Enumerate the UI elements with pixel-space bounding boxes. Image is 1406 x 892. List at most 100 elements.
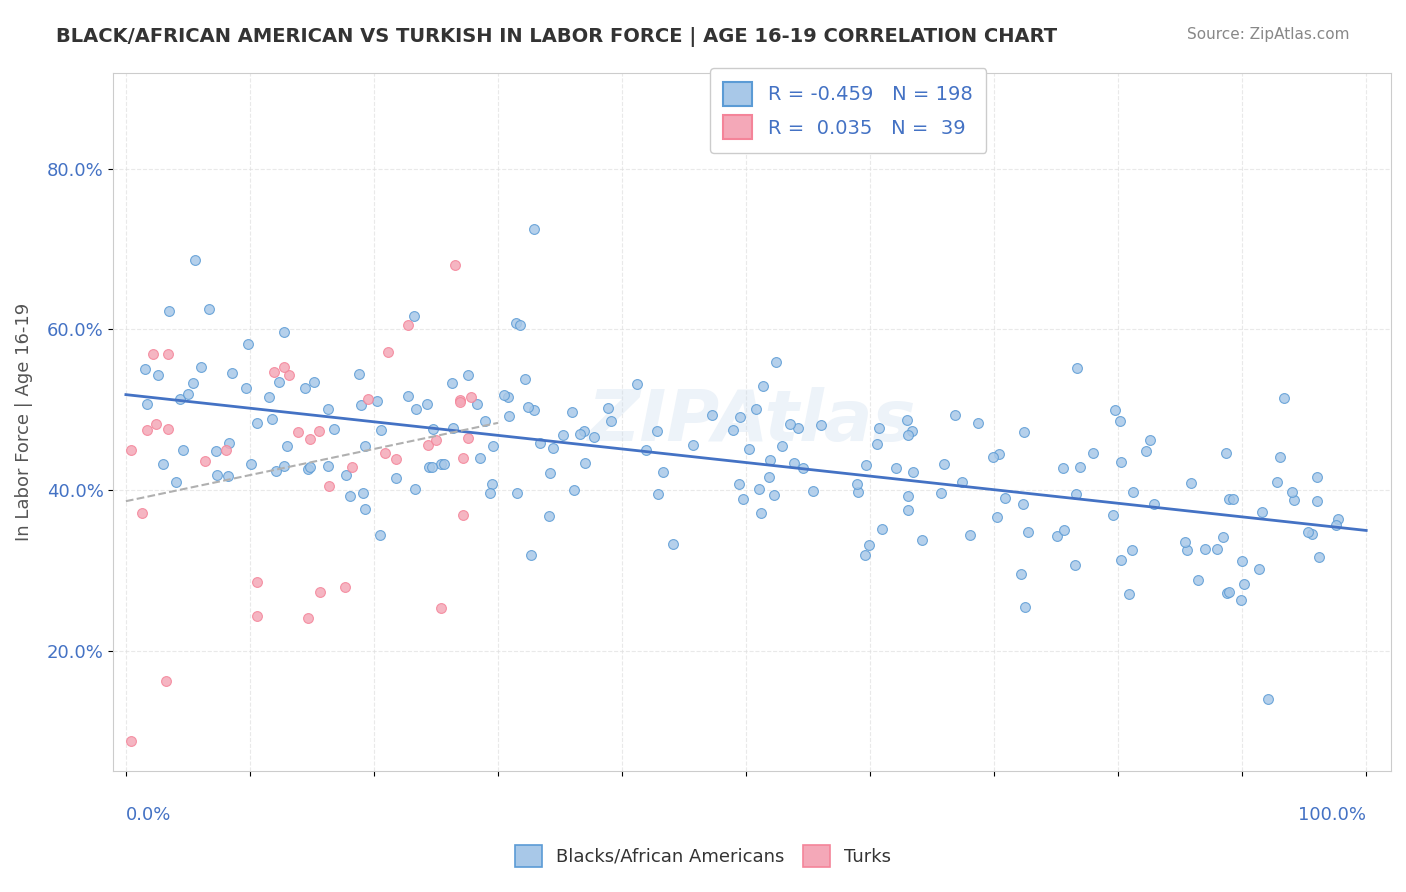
Point	[1327, 512, 1350, 526]
Point	[634, 442, 657, 457]
Point	[1324, 517, 1347, 532]
Point	[561, 405, 583, 419]
Point	[1230, 592, 1253, 607]
Point	[858, 538, 880, 552]
Point	[451, 508, 474, 522]
Point	[339, 489, 361, 503]
Point	[422, 422, 444, 436]
Point	[449, 395, 471, 409]
Point	[1301, 526, 1323, 541]
Point	[207, 467, 229, 482]
Point	[1274, 392, 1296, 406]
Point	[404, 482, 426, 496]
Point	[520, 548, 543, 562]
Point	[316, 401, 339, 416]
Point	[728, 410, 751, 425]
Point	[350, 399, 373, 413]
Point	[517, 400, 540, 414]
Point	[297, 611, 319, 625]
Point	[152, 457, 174, 471]
Point	[779, 417, 801, 432]
Point	[537, 509, 560, 524]
Point	[1306, 494, 1329, 508]
Point	[172, 443, 194, 458]
Point	[416, 397, 439, 411]
Point	[298, 460, 321, 475]
Point	[1218, 585, 1240, 599]
Point	[1194, 541, 1216, 556]
Point	[349, 368, 371, 382]
Point	[184, 252, 207, 267]
Point	[297, 462, 319, 476]
Point	[1247, 561, 1270, 575]
Point	[420, 460, 443, 475]
Point	[721, 424, 744, 438]
Point	[943, 408, 966, 422]
Point	[569, 427, 592, 442]
Point	[335, 468, 357, 483]
Text: 0.0%: 0.0%	[127, 806, 172, 824]
Point	[354, 502, 377, 516]
Point	[845, 477, 868, 491]
Point	[276, 440, 298, 454]
Point	[702, 408, 724, 422]
Point	[449, 393, 471, 408]
Point	[246, 608, 269, 623]
Point	[204, 444, 226, 458]
Point	[429, 600, 451, 615]
Point	[727, 477, 749, 491]
Point	[959, 528, 981, 542]
Point	[897, 503, 920, 517]
Point	[246, 574, 269, 589]
Point	[853, 548, 876, 562]
Point	[217, 469, 239, 483]
Point	[460, 390, 482, 404]
Point	[731, 491, 754, 506]
Point	[444, 258, 467, 272]
Point	[396, 318, 419, 333]
Point	[1212, 530, 1234, 544]
Point	[986, 510, 1008, 524]
Point	[647, 487, 669, 501]
Point	[269, 376, 291, 390]
Point	[190, 360, 212, 375]
Point	[1180, 475, 1202, 490]
Point	[1052, 461, 1074, 475]
Point	[135, 423, 157, 437]
Point	[385, 471, 408, 485]
Point	[1218, 492, 1240, 507]
Point	[134, 362, 156, 376]
Point	[441, 421, 464, 435]
Point	[967, 417, 990, 431]
Point	[430, 457, 453, 471]
Point	[749, 507, 772, 521]
Point	[911, 533, 934, 547]
Point	[1215, 446, 1237, 460]
Point	[298, 432, 321, 446]
Point	[273, 325, 295, 339]
Point	[1010, 567, 1032, 582]
Point	[425, 433, 447, 447]
Point	[433, 458, 456, 472]
Point	[131, 506, 153, 520]
Point	[235, 382, 257, 396]
Point	[468, 450, 491, 465]
Point	[377, 344, 399, 359]
Point	[801, 483, 824, 498]
Point	[370, 423, 392, 437]
Point	[866, 436, 889, 450]
Point	[492, 388, 515, 402]
Legend: Blacks/African Americans, Turks: Blacks/African Americans, Turks	[508, 838, 898, 874]
Point	[1177, 542, 1199, 557]
Point	[479, 486, 502, 500]
Text: ZIPAtlas: ZIPAtlas	[588, 387, 917, 457]
Point	[562, 483, 585, 497]
Point	[352, 486, 374, 500]
Point	[374, 446, 396, 460]
Text: 100.0%: 100.0%	[1298, 806, 1367, 824]
Point	[385, 451, 408, 466]
Point	[215, 443, 238, 458]
Point	[1118, 587, 1140, 601]
Point	[405, 402, 427, 417]
Point	[901, 424, 924, 438]
